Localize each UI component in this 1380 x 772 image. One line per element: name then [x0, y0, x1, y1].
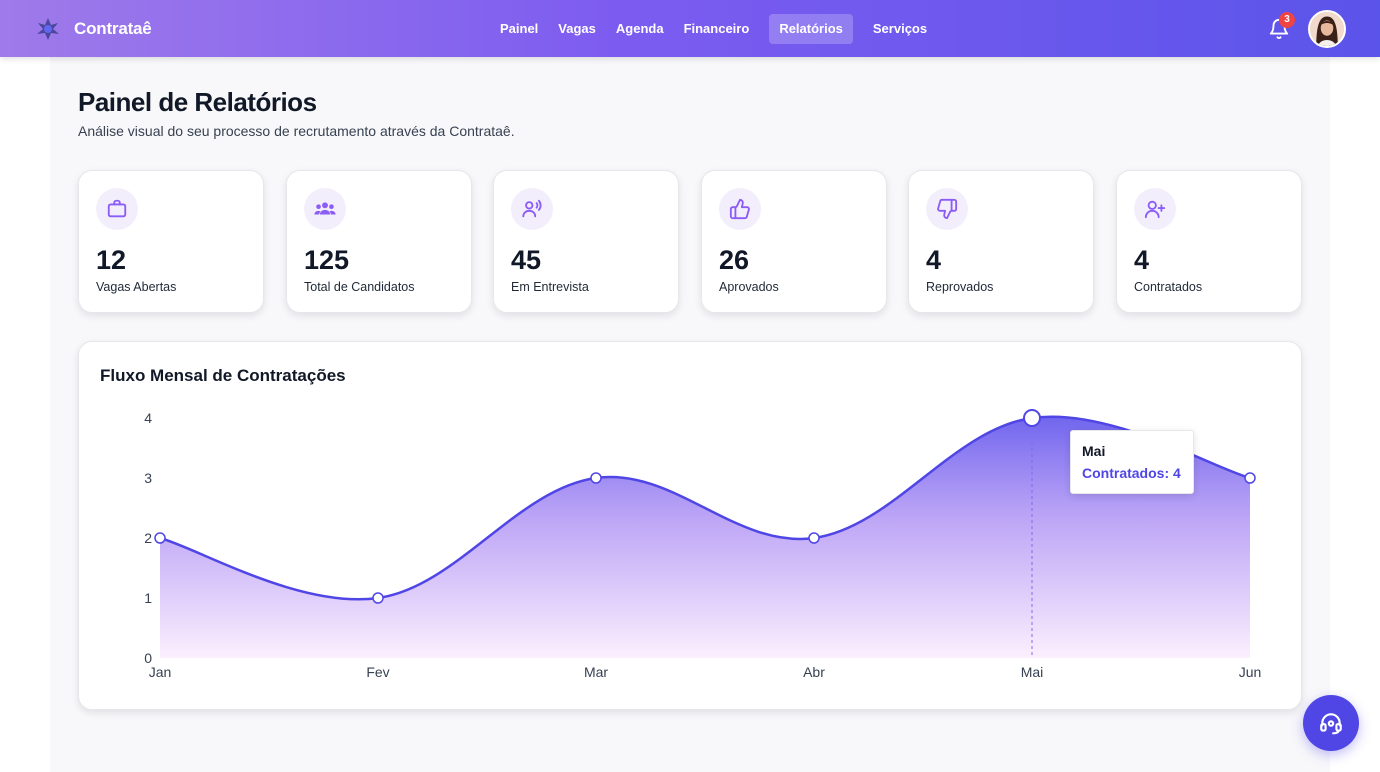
- user-plus-icon: [1134, 188, 1176, 230]
- users-group-icon: [304, 188, 346, 230]
- stat-value: 125: [304, 245, 350, 275]
- avatar[interactable]: [1308, 10, 1346, 48]
- tooltip-value: Contratados: 4: [1082, 465, 1181, 481]
- stat-label: Total de Candidatos: [304, 280, 415, 294]
- avatar-image-icon: [1310, 12, 1344, 46]
- brand[interactable]: Contrataê: [34, 14, 152, 44]
- stat-value: 45: [511, 245, 542, 275]
- stat-card-reprovados: 4 Reprovados: [908, 170, 1094, 313]
- stat-card-em-entrevista: 45 Em Entrevista: [493, 170, 679, 313]
- x-tick-label: Jan: [149, 664, 172, 680]
- chart-data-point[interactable]: [1023, 409, 1041, 427]
- nav-item-vagas[interactable]: Vagas: [558, 21, 596, 36]
- thumbs-down-icon: [926, 188, 968, 230]
- chart-data-point[interactable]: [154, 532, 166, 544]
- chart-data-point[interactable]: [590, 472, 602, 484]
- chart-data-point[interactable]: [808, 532, 820, 544]
- x-tick-label: Mai: [1021, 664, 1044, 680]
- main-content: Painel de Relatórios Análise visual do s…: [50, 57, 1330, 772]
- support-chat-button[interactable]: [1303, 695, 1359, 751]
- stat-value: 12: [96, 245, 127, 275]
- stat-label: Aprovados: [719, 280, 779, 294]
- headset-icon: [1320, 713, 1342, 735]
- page-title: Painel de Relatórios: [78, 87, 317, 117]
- briefcase-icon: [96, 188, 138, 230]
- thumbs-up-icon: [719, 188, 761, 230]
- x-tick-label: Jun: [1239, 664, 1262, 680]
- chart-tooltip: Mai Contratados: 4: [1070, 430, 1194, 494]
- brand-name: Contrataê: [74, 19, 152, 38]
- chart-data-point[interactable]: [372, 592, 384, 604]
- brand-logo-icon: [37, 18, 59, 40]
- nav-item-painel[interactable]: Painel: [500, 21, 539, 36]
- x-tick-label: Fev: [366, 664, 389, 680]
- notification-badge: 3: [1279, 12, 1295, 28]
- stat-card-total-candidatos: 125 Total de Candidatos: [286, 170, 472, 313]
- x-tick-label: Mar: [584, 664, 608, 680]
- y-tick-label: 4: [144, 410, 152, 426]
- chart-title: Fluxo Mensal de Contratações: [100, 366, 346, 385]
- stat-card-vagas-abertas: 12 Vagas Abertas: [78, 170, 264, 313]
- x-tick-label: Abr: [803, 664, 825, 680]
- nav-item-relatorios[interactable]: Relatórios: [769, 14, 853, 44]
- nav-item-financeiro[interactable]: Financeiro: [683, 21, 750, 36]
- user-voice-icon: [511, 188, 553, 230]
- chart-canvas[interactable]: 0 1 2 3 4 Jan Fev Mar Abr Mai Jun: [79, 342, 1303, 711]
- y-tick-label: 3: [144, 470, 152, 486]
- y-tick-label: 0: [144, 650, 152, 666]
- chart-data-point[interactable]: [1244, 472, 1256, 484]
- stat-value: 4: [1134, 245, 1150, 275]
- y-tick-label: 2: [144, 530, 152, 546]
- chart-series-line: [159, 415, 1251, 601]
- page-subtitle: Análise visual do seu processo de recrut…: [78, 123, 515, 139]
- top-navbar: Contrataê Painel Vagas Agenda Financeiro…: [0, 0, 1380, 57]
- y-tick-label: 1: [144, 590, 152, 606]
- stat-label: Em Entrevista: [511, 280, 589, 294]
- stat-label: Vagas Abertas: [96, 280, 177, 294]
- stat-label: Contratados: [1134, 280, 1203, 294]
- main-nav: Painel Vagas Agenda Financeiro Relatório…: [490, 14, 937, 44]
- tooltip-title: Mai: [1082, 443, 1106, 459]
- stat-value: 4: [926, 245, 942, 275]
- stat-value: 26: [719, 245, 750, 275]
- nav-item-servicos[interactable]: Serviços: [872, 21, 928, 36]
- stat-card-contratados: 4 Contratados: [1116, 170, 1302, 313]
- stat-card-aprovados: 26 Aprovados: [701, 170, 887, 313]
- chart-card: Fluxo Mensal de Contratações 0 1 2 3 4 Jan Fe…: [78, 341, 1302, 710]
- nav-item-agenda[interactable]: Agenda: [615, 21, 664, 36]
- stat-label: Reprovados: [926, 280, 994, 294]
- chart-area-fill: [160, 416, 1250, 658]
